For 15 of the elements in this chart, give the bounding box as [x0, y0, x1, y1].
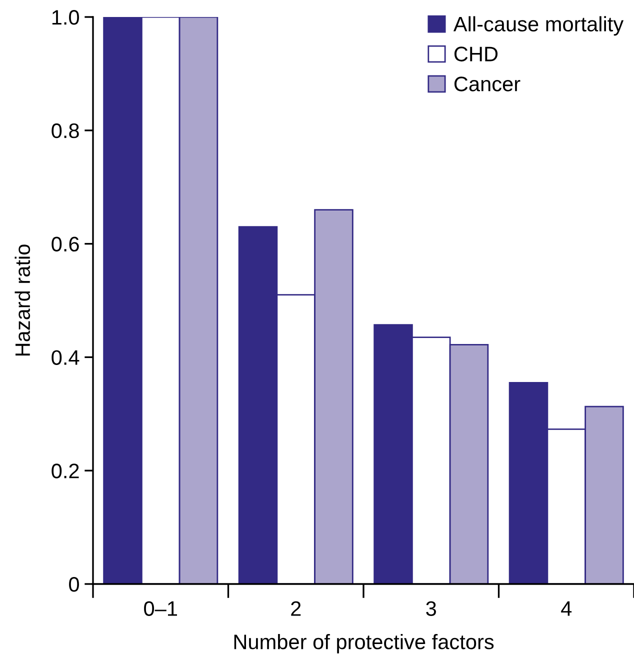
y-axis-title: Hazard ratio	[14, 244, 30, 356]
legend-label: All-cause mortality	[453, 16, 624, 36]
legend-label: Cancer	[454, 76, 520, 92]
x-tick-label: 0–1	[144, 601, 177, 616]
legend-label: CHD	[454, 46, 498, 62]
y-tick-label: 0.4	[52, 350, 80, 365]
x-tick-label: 2	[291, 601, 301, 616]
y-tick-label: 0	[69, 577, 79, 592]
x-tick-label: 4	[561, 601, 572, 616]
x-axis-title: Number of protective factors	[234, 634, 494, 654]
y-tick-label: 1.0	[52, 10, 79, 25]
y-tick-label: 0.2	[52, 464, 79, 478]
y-tick-label: 0.8	[52, 123, 79, 138]
y-tick-label: 0.6	[52, 236, 79, 252]
x-tick-label: 3	[426, 601, 436, 616]
